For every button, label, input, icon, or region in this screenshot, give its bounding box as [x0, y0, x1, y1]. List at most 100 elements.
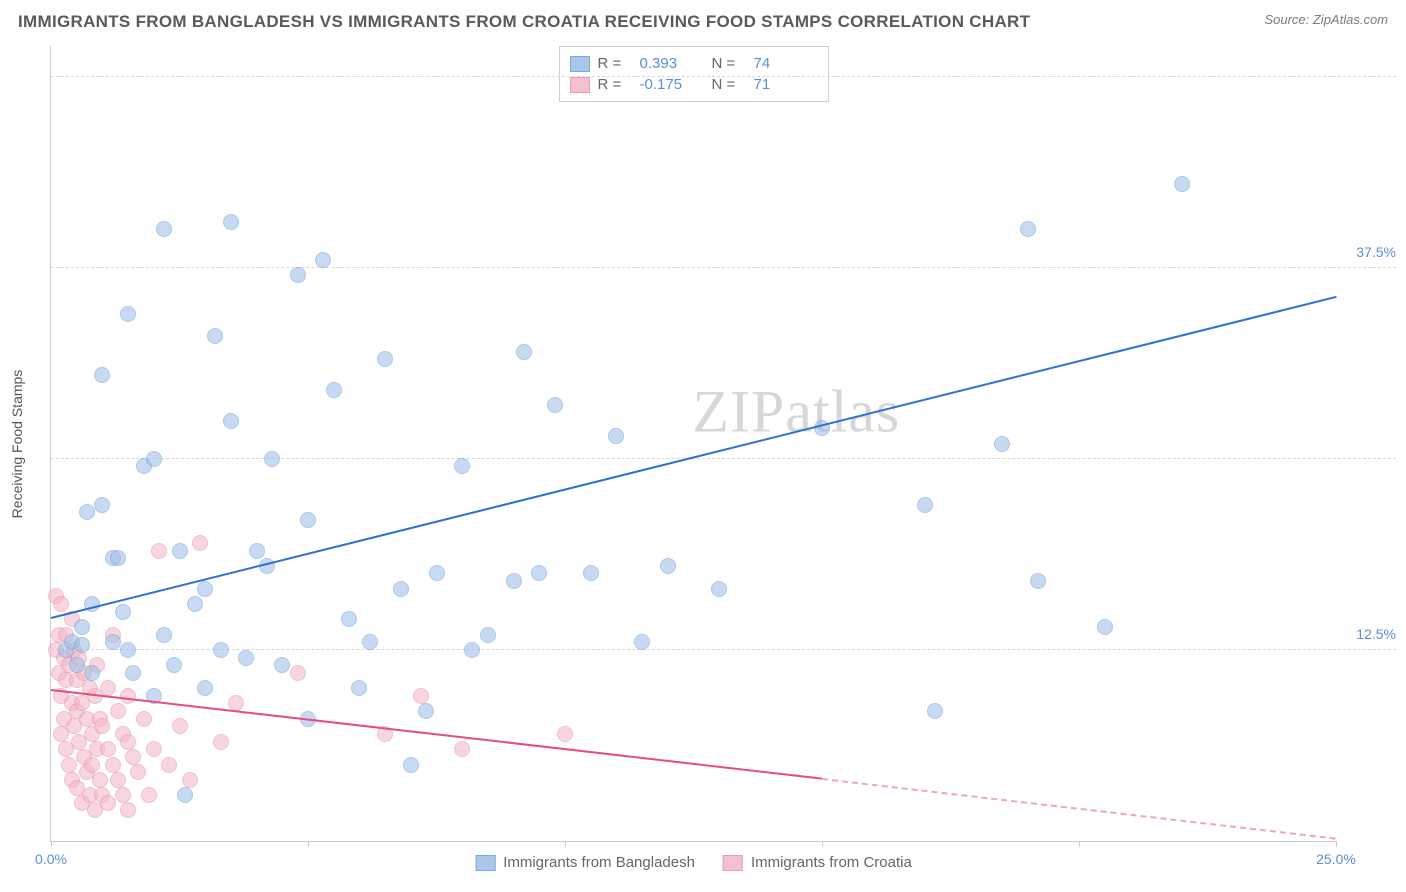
scatter-point	[84, 757, 100, 773]
scatter-point	[197, 581, 213, 597]
scatter-point	[249, 543, 265, 559]
x-tick	[1336, 841, 1337, 847]
gridline	[51, 458, 1396, 459]
legend-row-croatia: R = -0.175 N = 71	[570, 74, 818, 95]
scatter-point	[156, 627, 172, 643]
scatter-point	[506, 573, 522, 589]
scatter-point	[393, 581, 409, 597]
r-value-bangladesh: 0.393	[640, 55, 704, 72]
scatter-point	[464, 642, 480, 658]
x-tick	[565, 841, 566, 847]
scatter-point	[547, 397, 563, 413]
scatter-point	[100, 741, 116, 757]
scatter-point	[1097, 619, 1113, 635]
r-value-croatia: -0.175	[640, 76, 704, 93]
scatter-point	[69, 657, 85, 673]
correlation-legend: R = 0.393 N = 74 R = -0.175 N = 71	[559, 46, 829, 102]
scatter-point	[660, 558, 676, 574]
series-legend: Immigrants from Bangladesh Immigrants fr…	[475, 854, 912, 871]
scatter-point	[105, 757, 121, 773]
scatter-point	[377, 351, 393, 367]
scatter-point	[120, 802, 136, 818]
scatter-point	[238, 650, 254, 666]
x-tick	[822, 841, 823, 847]
scatter-point	[264, 451, 280, 467]
scatter-point	[290, 267, 306, 283]
scatter-point	[100, 680, 116, 696]
scatter-point	[130, 764, 146, 780]
scatter-point	[429, 565, 445, 581]
x-tick	[51, 841, 52, 847]
scatter-point	[136, 711, 152, 727]
scatter-point	[141, 787, 157, 803]
scatter-point	[341, 611, 357, 627]
scatter-point	[300, 512, 316, 528]
scatter-point	[1030, 573, 1046, 589]
y-tick-label: 37.5%	[1341, 244, 1396, 260]
scatter-point	[125, 749, 141, 765]
scatter-point	[110, 550, 126, 566]
scatter-point	[557, 726, 573, 742]
scatter-point	[531, 565, 547, 581]
scatter-point	[92, 772, 108, 788]
scatter-point	[115, 787, 131, 803]
scatter-point	[192, 535, 208, 551]
trend-line-dashed	[822, 778, 1336, 840]
x-tick-label: 0.0%	[35, 851, 67, 867]
scatter-point	[84, 665, 100, 681]
scatter-point	[120, 688, 136, 704]
scatter-point	[634, 634, 650, 650]
scatter-point	[403, 757, 419, 773]
scatter-point	[608, 428, 624, 444]
scatter-point	[94, 718, 110, 734]
scatter-point	[187, 596, 203, 612]
scatter-point	[213, 642, 229, 658]
scatter-point	[454, 458, 470, 474]
scatter-point	[223, 214, 239, 230]
scatter-point	[146, 741, 162, 757]
chart-container: ZIPatlas Receiving Food Stamps R = 0.393…	[50, 46, 1336, 842]
scatter-point	[94, 367, 110, 383]
legend-label-croatia: Immigrants from Croatia	[751, 854, 912, 871]
scatter-point	[94, 497, 110, 513]
r-label: R =	[598, 55, 632, 72]
gridline	[51, 267, 1396, 268]
legend-swatch-bangladesh	[570, 56, 590, 72]
n-label: N =	[712, 55, 746, 72]
scatter-point	[110, 772, 126, 788]
legend-swatch-croatia	[570, 77, 590, 93]
scatter-point	[151, 543, 167, 559]
legend-row-bangladesh: R = 0.393 N = 74	[570, 53, 818, 74]
legend-label-bangladesh: Immigrants from Bangladesh	[503, 854, 695, 871]
scatter-point	[105, 634, 121, 650]
scatter-point	[223, 413, 239, 429]
scatter-point	[161, 757, 177, 773]
x-tick-label: 25.0%	[1316, 851, 1356, 867]
scatter-point	[172, 718, 188, 734]
watermark-b: atlas	[785, 378, 900, 444]
scatter-point	[516, 344, 532, 360]
scatter-point	[326, 382, 342, 398]
scatter-point	[182, 772, 198, 788]
scatter-point	[79, 504, 95, 520]
y-axis-title: Receiving Food Stamps	[9, 369, 25, 518]
scatter-point	[146, 451, 162, 467]
scatter-point	[315, 252, 331, 268]
scatter-point	[480, 627, 496, 643]
chart-title: IMMIGRANTS FROM BANGLADESH VS IMMIGRANTS…	[18, 12, 1030, 32]
scatter-point	[1020, 221, 1036, 237]
scatter-point	[290, 665, 306, 681]
scatter-point	[166, 657, 182, 673]
legend-swatch-croatia	[723, 855, 743, 871]
scatter-point	[274, 657, 290, 673]
n-value-bangladesh: 74	[754, 55, 818, 72]
watermark-a: ZIP	[692, 378, 785, 444]
source-label: Source: ZipAtlas.com	[1264, 12, 1388, 27]
scatter-point	[120, 642, 136, 658]
scatter-point	[711, 581, 727, 597]
scatter-point	[110, 703, 126, 719]
scatter-point	[917, 497, 933, 513]
scatter-point	[351, 680, 367, 696]
scatter-point	[418, 703, 434, 719]
scatter-point	[156, 221, 172, 237]
